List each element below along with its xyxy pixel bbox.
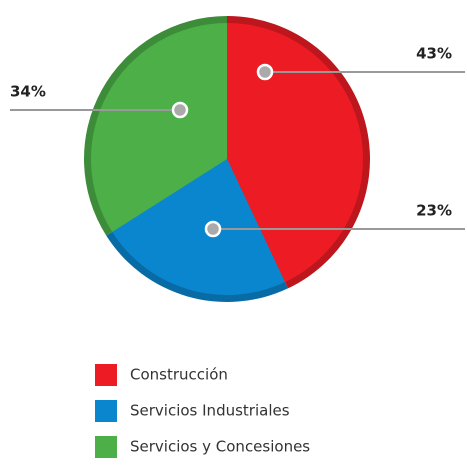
legend-swatch — [95, 364, 117, 386]
value-label: 34% — [10, 83, 46, 101]
legend-label: Construcción — [130, 366, 228, 384]
leader-dot — [171, 101, 189, 119]
legend-label: Servicios Industriales — [130, 402, 290, 420]
slice — [91, 23, 227, 232]
leader-dot — [256, 63, 274, 81]
slice — [227, 23, 363, 283]
value-label: 23% — [416, 202, 452, 220]
legend-swatch — [95, 400, 117, 422]
legend-label: Servicios y Concesiones — [130, 438, 310, 456]
legend-swatch — [95, 436, 117, 458]
value-label: 43% — [416, 45, 452, 63]
leader-dot — [204, 220, 222, 238]
slice — [112, 159, 285, 295]
